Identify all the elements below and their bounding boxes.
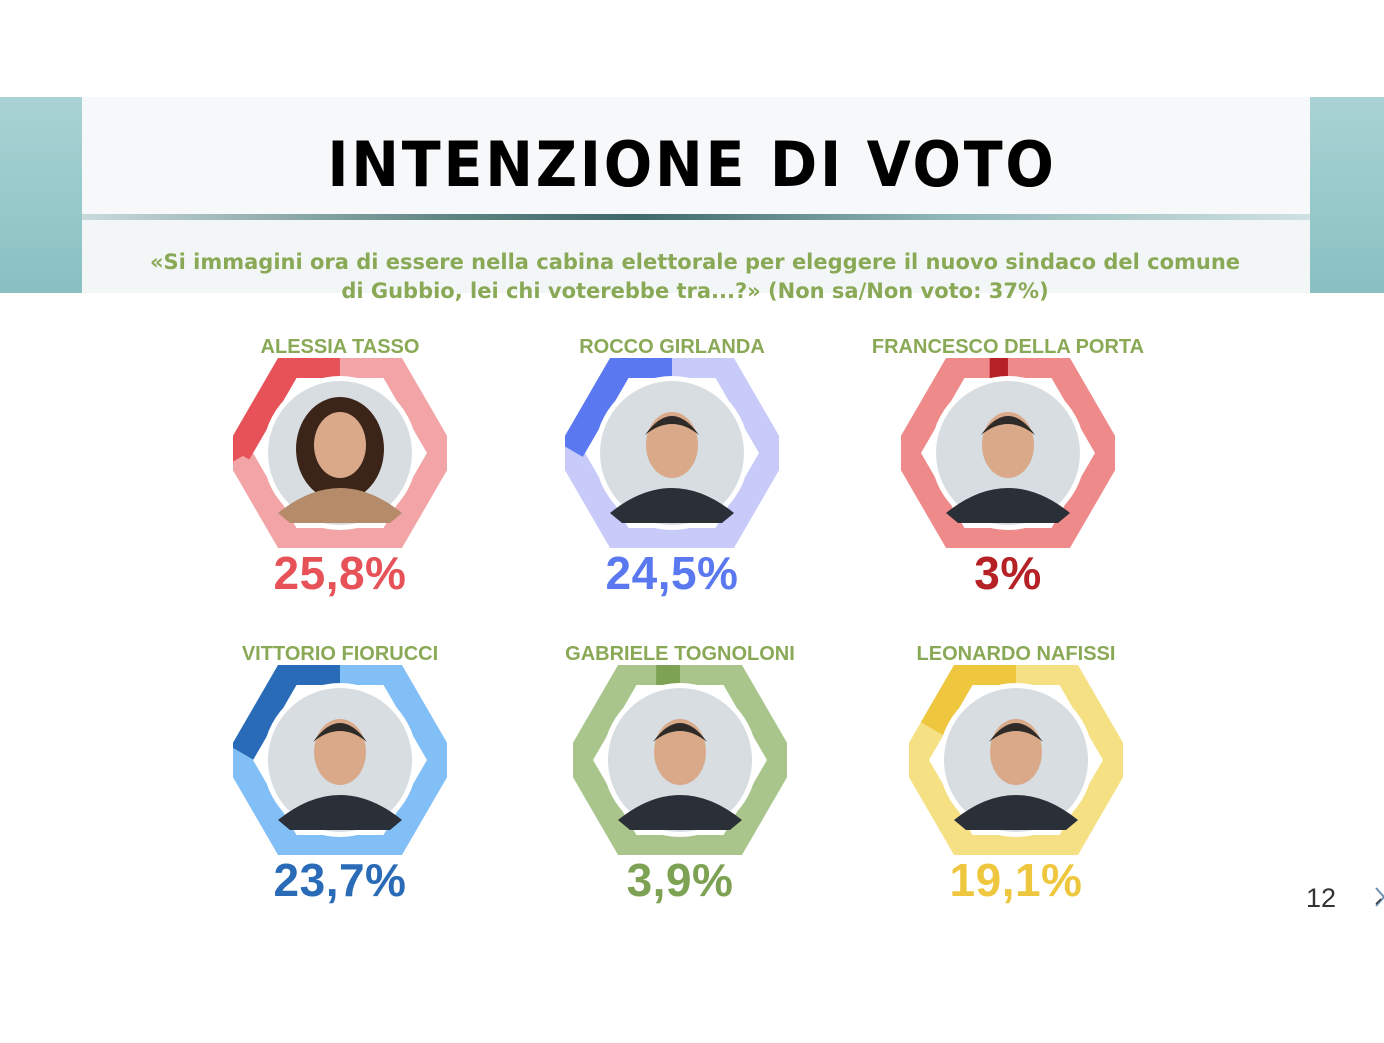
survey-question-line-1: «Si immagini ora di essere nella cabina … xyxy=(149,250,1241,274)
vote-share-ring xyxy=(901,358,1115,548)
vote-share-label: 23,7% xyxy=(273,854,407,906)
candidate-name: ALESSIA TASSO xyxy=(260,336,420,358)
title-underline xyxy=(82,214,1310,220)
vote-share-ring xyxy=(909,665,1123,855)
title-panel xyxy=(82,97,1310,293)
candidate-card: VITTORIO FIORUCCI 23,7% xyxy=(190,643,490,913)
ring-value-arc xyxy=(233,358,447,548)
candidate-name: ROCCO GIRLANDA xyxy=(579,336,765,358)
title-box xyxy=(82,97,1310,215)
candidate-photo xyxy=(939,683,1093,837)
vote-share-ring xyxy=(233,665,447,855)
page-number: 12 xyxy=(1306,883,1337,913)
candidate-photo xyxy=(931,376,1085,530)
candidate-card: FRANCESCO DELLA PORTA 3% xyxy=(858,336,1158,606)
next-slide-icon[interactable] xyxy=(1372,880,1384,914)
candidate-card: LEONARDO NAFISSI 19,1% xyxy=(866,643,1166,913)
vote-share-label: 25,8% xyxy=(273,547,407,599)
survey-question-line-2: di Gubbio, lei chi voterebbe tra...?» (N… xyxy=(341,279,1049,303)
candidate-name: FRANCESCO DELLA PORTA xyxy=(871,336,1145,358)
vote-share-label: 3% xyxy=(974,547,1042,599)
candidate-photo xyxy=(603,683,757,837)
ring-track xyxy=(573,665,787,855)
vote-share-ring xyxy=(565,358,779,548)
candidate-photo xyxy=(263,683,417,837)
candidate-card: ALESSIA TASSO 25,8% xyxy=(190,336,490,606)
survey-question: «Si immagini ora di essere nella cabina … xyxy=(90,248,1300,306)
candidate-card: GABRIELE TOGNOLONI 3,9% xyxy=(530,643,830,913)
candidate-card: ROCCO GIRLANDA 24,5% xyxy=(522,336,822,606)
candidate-name: GABRIELE TOGNOLONI xyxy=(565,643,795,665)
candidate-name: LEONARDO NAFISSI xyxy=(916,643,1116,665)
candidate-photo xyxy=(263,376,417,530)
ring-track xyxy=(901,358,1115,548)
candidate-photo xyxy=(595,376,749,530)
decorative-band-right xyxy=(1310,97,1384,293)
decorative-band-left xyxy=(0,97,82,293)
vote-share-ring xyxy=(573,665,787,855)
ring-value-arc xyxy=(565,358,779,548)
ring-value-arc xyxy=(909,665,1123,855)
vote-share-label: 3,9% xyxy=(626,854,734,906)
slide-title: INTENZIONE DI VOTO xyxy=(327,128,1057,201)
vote-share-ring xyxy=(233,358,447,548)
vote-share-label: 24,5% xyxy=(605,547,739,599)
candidate-name: VITTORIO FIORUCCI xyxy=(241,643,439,665)
ring-value-arc xyxy=(233,665,447,855)
vote-share-label: 19,1% xyxy=(949,854,1083,906)
